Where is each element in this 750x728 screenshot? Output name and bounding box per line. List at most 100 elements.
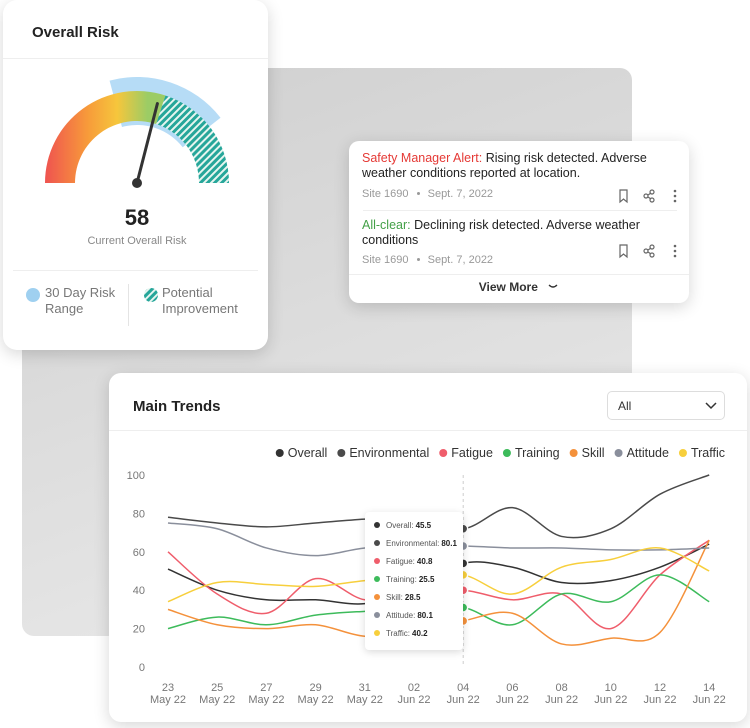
alert-message: All-clear: Declining risk detected. Adve… xyxy=(362,218,652,248)
legend-swatch xyxy=(502,449,511,457)
tooltip-label: Traffic: xyxy=(386,629,411,638)
tooltip-label: Attitude: xyxy=(386,611,416,620)
tooltip-value: 40.2 xyxy=(412,629,428,638)
tooltip-dot xyxy=(374,630,380,636)
legend-swatch xyxy=(26,288,40,302)
legend-swatch xyxy=(337,449,346,457)
legend-swatch xyxy=(275,449,284,457)
x-tick-label: 06 xyxy=(506,682,518,694)
divider xyxy=(128,284,129,326)
x-tick-sublabel: Jun 22 xyxy=(397,694,430,706)
tooltip-value: 28.5 xyxy=(404,593,421,602)
needle-hub xyxy=(132,178,142,188)
filter-value[interactable]: All xyxy=(618,399,632,413)
divider xyxy=(13,270,258,271)
x-tick-sublabel: May 22 xyxy=(199,694,235,706)
tooltip-label: Overall: xyxy=(386,521,414,530)
divider xyxy=(363,210,677,211)
x-tick-sublabel: Jun 22 xyxy=(545,694,578,706)
y-tick-label: 40 xyxy=(133,585,145,597)
legend-label: Potential Improvement xyxy=(162,285,238,316)
tooltip-dot xyxy=(374,558,380,564)
y-tick-label: 80 xyxy=(133,508,145,520)
alert-text: Declining risk detected. Adverse weather… xyxy=(362,218,640,247)
card-title: Overall Risk xyxy=(32,24,119,41)
tooltip-dot xyxy=(374,594,380,600)
x-tick-label: 31 xyxy=(359,682,371,694)
bullet xyxy=(416,192,420,195)
x-tick-label: 12 xyxy=(654,682,666,694)
alert-actions[interactable] xyxy=(617,243,687,259)
x-tick-label: 23 xyxy=(162,682,174,694)
alert-site: Site 1690 xyxy=(362,254,409,266)
tooltip-row: Traffic: 40.2 xyxy=(374,629,428,638)
tooltip-row: Skill: 28.5 xyxy=(374,593,420,602)
alerts-card: Safety Manager Alert: Rising risk detect… xyxy=(349,141,689,303)
alert-actions[interactable] xyxy=(617,188,687,204)
alert-label: Safety Manager Alert: xyxy=(362,151,483,165)
x-tick-sublabel: May 22 xyxy=(298,694,334,706)
trends-card: Main Trends All 0 20 40 60 80 100 23 May 22 25 Ma… xyxy=(109,373,747,722)
alert-date: Sept. 7, 2022 xyxy=(427,254,494,266)
alert-meta: Site 1690 Sept. 7, 2022 xyxy=(362,254,493,266)
legend-label: 30 Day Risk Range xyxy=(45,285,116,316)
tooltip-value: 25.5 xyxy=(418,575,435,584)
gauge-arc xyxy=(45,91,166,183)
legend-label: Traffic xyxy=(691,446,725,460)
legend-swatch xyxy=(614,449,623,457)
x-tick-sublabel: Jun 22 xyxy=(693,694,726,706)
alert-date: Sept. 7, 2022 xyxy=(427,188,494,200)
x-tick-label: 29 xyxy=(309,682,321,694)
gauge xyxy=(45,77,229,188)
tooltip-row: Training: 25.5 xyxy=(374,575,434,584)
alert-meta: Site 1690 Sept. 7, 2022 xyxy=(362,188,493,200)
y-tick-label: 0 xyxy=(139,662,145,674)
bullet xyxy=(416,258,420,261)
alert-text: Rising risk detected. Adverse weather co… xyxy=(362,151,647,180)
tooltip-row: Fatigue: 40.8 xyxy=(374,557,432,566)
legend-swatch xyxy=(569,449,578,457)
improvement-arc xyxy=(156,95,229,183)
x-tick-sublabel: May 22 xyxy=(248,694,284,706)
legend-label: Attitude xyxy=(627,446,669,460)
x-tick-label: 14 xyxy=(703,682,715,694)
x-tick-sublabel: Jun 22 xyxy=(496,694,529,706)
x-tick-sublabel: May 22 xyxy=(150,694,186,706)
tooltip: Overall: 45.5 Environmental: 80.1 Fatigue: 40… xyxy=(365,512,463,650)
view-more[interactable]: View More xyxy=(349,280,689,294)
legend-label: Skill xyxy=(582,446,605,460)
legend-label: Overall xyxy=(288,446,328,460)
tooltip-value: 45.5 xyxy=(415,521,432,530)
gauge-needle xyxy=(135,102,159,185)
tooltip-dot xyxy=(374,522,380,528)
x-tick-label: 27 xyxy=(260,682,272,694)
legend-label: Fatigue xyxy=(451,446,493,460)
tooltip-row: Attitude: 80.1 xyxy=(374,611,433,620)
view-more-label[interactable]: View More xyxy=(478,280,538,294)
legend-swatch xyxy=(678,449,687,457)
tooltip-row: Environmental: 80.1 xyxy=(374,539,457,548)
y-tick-label: 60 xyxy=(133,547,145,559)
filter-dropdown[interactable]: All xyxy=(607,391,725,420)
risk-caption: Current Overall Risk xyxy=(87,235,187,247)
y-tick-label: 100 xyxy=(127,470,145,482)
alert-site: Site 1690 xyxy=(362,188,409,200)
tooltip-row: Overall: 45.5 xyxy=(374,521,431,530)
legend-label: Training xyxy=(515,446,560,460)
tooltip-dot xyxy=(374,540,380,546)
chevron-icon xyxy=(705,402,717,410)
legend-label: Environmental xyxy=(349,446,429,460)
alert-label: All-clear: xyxy=(362,218,411,232)
tooltip-label: Training: xyxy=(386,575,417,584)
legend-swatch xyxy=(439,449,448,457)
y-tick-label: 20 xyxy=(133,624,145,636)
x-tick-sublabel: Jun 22 xyxy=(447,694,480,706)
tooltip-value: 80.1 xyxy=(417,611,433,620)
alert-message: Safety Manager Alert: Rising risk detect… xyxy=(362,151,652,181)
x-tick-label: 04 xyxy=(457,682,469,694)
divider xyxy=(3,58,268,59)
card-title: Main Trends xyxy=(133,398,221,415)
tooltip-label: Skill: xyxy=(386,593,403,602)
risk-value: 58 xyxy=(124,205,150,230)
